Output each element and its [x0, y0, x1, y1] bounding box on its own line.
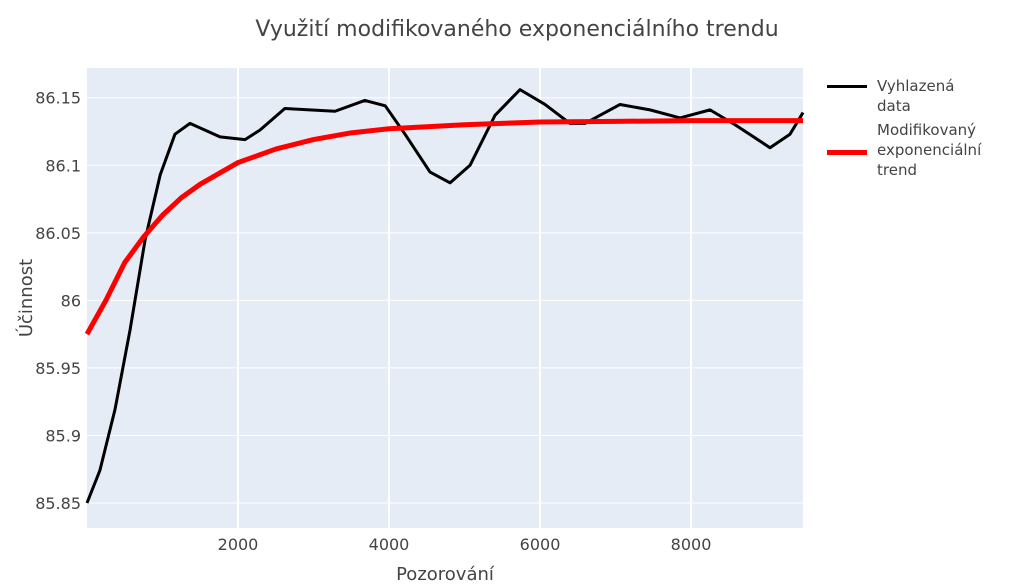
legend: Vyhlazená data Modifikovaný exponenciální…: [825, 76, 981, 184]
legend-label: Vyhlazená data: [877, 77, 955, 115]
y-tick-label: 86: [61, 291, 81, 310]
x-tick-label: 8000: [671, 535, 712, 554]
y-tick-label: 86.15: [35, 89, 81, 108]
plot-area: [87, 68, 803, 528]
y-tick-label: 85.9: [45, 426, 81, 445]
chart-title: Využití modifikovaného exponenciálního t…: [255, 17, 778, 42]
y-tick-label: 86.05: [35, 224, 81, 243]
legend-entry[interactable]: Modifikovaný exponenciální trend: [825, 120, 981, 180]
legend-label: Modifikovaný exponenciální trend: [877, 121, 982, 179]
x-axis-title: Pozorování: [396, 564, 495, 584]
legend-swatch: [827, 85, 867, 88]
x-tick-label: 4000: [369, 535, 410, 554]
legend-swatch: [827, 150, 867, 155]
data-line: [85, 88, 805, 504]
y-tick-label: 85.95: [35, 359, 81, 378]
data-line: [84, 118, 803, 336]
y-tick-label: 86.1: [45, 156, 81, 175]
y-axis-title: Účinnost: [15, 259, 37, 337]
y-tick-label: 85.85: [35, 494, 81, 513]
legend-entry[interactable]: Vyhlazená data: [825, 76, 954, 116]
x-tick-label: 2000: [218, 535, 259, 554]
x-tick-label: 6000: [520, 535, 561, 554]
